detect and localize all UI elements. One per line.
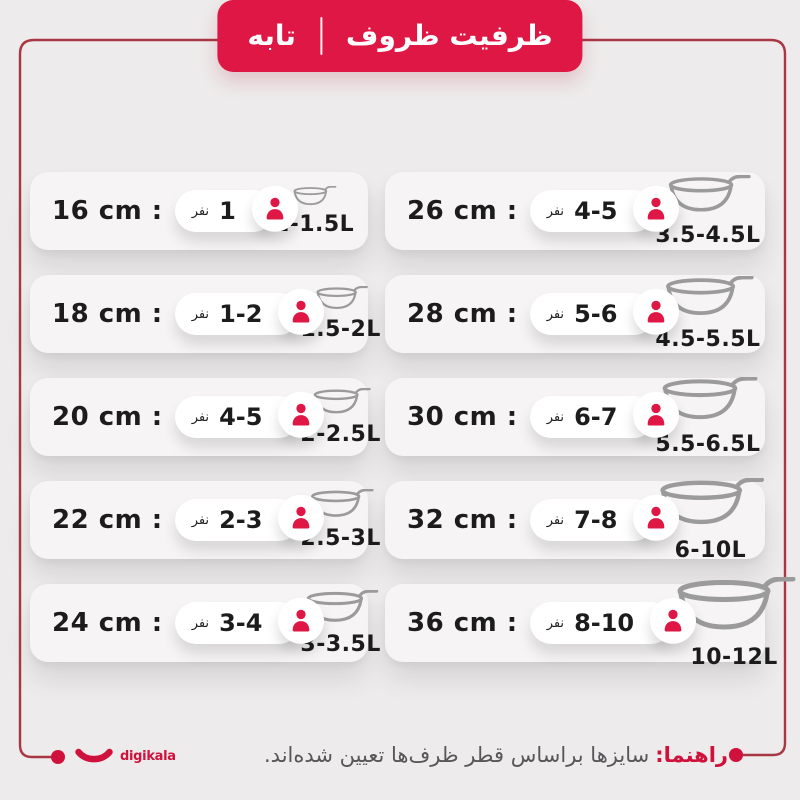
size-card-22cm: 22 cm : نفر 2-3 2.5-3L bbox=[30, 481, 380, 559]
guide-note: راهنما:سایزها براساس قطر ظرف‌ها تعیین شد… bbox=[264, 743, 728, 767]
size-label: 26 cm : bbox=[407, 196, 518, 226]
people-pill: نفر 6-7 bbox=[529, 391, 680, 438]
people-unit: نفر bbox=[546, 203, 565, 219]
pan-capacity: 5.5-6.5L bbox=[655, 377, 760, 457]
person-badge bbox=[650, 597, 697, 644]
people-count: 7-8 bbox=[574, 506, 618, 534]
size-label: 20 cm : bbox=[52, 402, 163, 432]
size-label: 18 cm : bbox=[52, 299, 163, 329]
people-count: 8-10 bbox=[574, 609, 635, 637]
pan-capacity: 4.5-5.5L bbox=[655, 276, 760, 352]
person-icon bbox=[288, 505, 314, 531]
person-badge bbox=[278, 391, 325, 438]
person-badge bbox=[278, 494, 325, 541]
people-unit: نفر bbox=[191, 409, 210, 425]
people-count: 4-5 bbox=[219, 403, 263, 431]
guide-label: راهنما: bbox=[655, 743, 728, 767]
liters-label: 6-10L bbox=[674, 537, 747, 563]
frame-left-dot bbox=[51, 750, 65, 764]
person-icon bbox=[643, 196, 669, 222]
header-divider-line bbox=[319, 17, 322, 55]
people-count: 1 bbox=[219, 197, 236, 225]
size-card-16cm: 16 cm : نفر 1 1-1.5L bbox=[30, 172, 368, 250]
person-icon bbox=[288, 299, 314, 325]
size-table: 16 cm : نفر 1 1-1.5L 18 cm : نفر 1-2 1.5… bbox=[30, 172, 765, 670]
people-count: 3-4 bbox=[219, 609, 263, 637]
size-label: 28 cm : bbox=[407, 299, 518, 329]
size-card-32cm: 32 cm : نفر 7-8 6-10L bbox=[385, 481, 765, 563]
size-card-36cm: 36 cm : نفر 8-10 10-12L bbox=[385, 584, 765, 670]
size-card-30cm: 30 cm : نفر 6-7 5.5-6.5L bbox=[385, 377, 765, 457]
frame-right-dot bbox=[729, 748, 743, 762]
person-badge bbox=[633, 185, 680, 232]
person-icon bbox=[643, 402, 669, 428]
people-unit: نفر bbox=[191, 512, 210, 528]
people-count: 5-6 bbox=[574, 300, 618, 328]
size-label: 22 cm : bbox=[52, 505, 163, 535]
person-icon bbox=[643, 299, 669, 325]
people-unit: نفر bbox=[191, 306, 210, 322]
digikala-logo: digikala bbox=[74, 748, 176, 764]
size-label: 30 cm : bbox=[407, 402, 518, 432]
pan-capacity: 10-12L bbox=[672, 577, 796, 670]
people-unit: نفر bbox=[191, 203, 210, 219]
people-unit: نفر bbox=[546, 512, 565, 528]
liters-label: 10-12L bbox=[690, 644, 778, 670]
person-badge bbox=[633, 391, 680, 438]
header-badge: ظرفیت ظروف تابه bbox=[217, 0, 583, 72]
person-badge bbox=[251, 185, 298, 232]
people-pill: نفر 4-5 bbox=[174, 391, 325, 438]
pan-capacity: 3.5-4.5L bbox=[655, 175, 760, 248]
people-unit: نفر bbox=[546, 306, 565, 322]
people-unit: نفر bbox=[546, 409, 565, 425]
size-card-20cm: 20 cm : نفر 4-5 2-2.5L bbox=[30, 378, 380, 456]
liters-label: 3.5-4.5L bbox=[655, 222, 761, 248]
person-icon bbox=[288, 608, 314, 634]
people-pill: نفر 2-3 bbox=[174, 494, 325, 541]
frying-pan-icon bbox=[291, 186, 337, 210]
people-unit: نفر bbox=[546, 615, 565, 631]
liters-label: 4.5-5.5L bbox=[655, 327, 761, 352]
size-card-28cm: 28 cm : نفر 5-6 4.5-5.5L bbox=[385, 275, 765, 353]
guide-text: سایزها براساس قطر ظرف‌ها تعیین شده‌اند. bbox=[264, 743, 650, 767]
digikala-wordmark: digikala bbox=[120, 748, 176, 764]
digikala-smile-icon bbox=[74, 748, 114, 764]
header-category: تابه bbox=[247, 19, 296, 52]
people-count: 2-3 bbox=[219, 506, 263, 534]
person-icon bbox=[660, 608, 686, 634]
people-count: 1-2 bbox=[219, 300, 263, 328]
person-icon bbox=[262, 196, 288, 222]
size-card-18cm: 18 cm : نفر 1-2 1.5-2L bbox=[30, 275, 380, 353]
person-badge bbox=[633, 288, 680, 335]
person-badge bbox=[278, 288, 325, 335]
people-pill: نفر 4-5 bbox=[529, 185, 680, 232]
size-label: 24 cm : bbox=[52, 608, 163, 638]
people-unit: نفر bbox=[191, 615, 210, 631]
people-pill: نفر 8-10 bbox=[529, 597, 697, 644]
people-pill: نفر 1-2 bbox=[174, 288, 325, 335]
people-pill: نفر 5-6 bbox=[529, 288, 680, 335]
size-card-24cm: 24 cm : نفر 3-4 3-3.5L bbox=[30, 584, 380, 662]
size-label: 36 cm : bbox=[407, 608, 518, 638]
people-pill: نفر 3-4 bbox=[174, 597, 325, 644]
people-count: 6-7 bbox=[574, 403, 618, 431]
header-title: ظرفیت ظروف bbox=[345, 19, 553, 52]
liters-label: 5.5-6.5L bbox=[655, 432, 761, 457]
people-count: 4-5 bbox=[574, 197, 618, 225]
size-card-26cm: 26 cm : نفر 4-5 3.5-4.5L bbox=[385, 172, 765, 250]
person-icon bbox=[643, 505, 669, 531]
person-icon bbox=[288, 402, 314, 428]
size-label: 32 cm : bbox=[407, 505, 518, 535]
people-pill: نفر 1 bbox=[174, 185, 298, 232]
size-label: 16 cm : bbox=[52, 196, 163, 226]
pan-capacity: 6-10L bbox=[655, 478, 765, 563]
person-badge bbox=[278, 597, 325, 644]
person-badge bbox=[633, 494, 680, 541]
people-pill: نفر 7-8 bbox=[529, 494, 680, 541]
